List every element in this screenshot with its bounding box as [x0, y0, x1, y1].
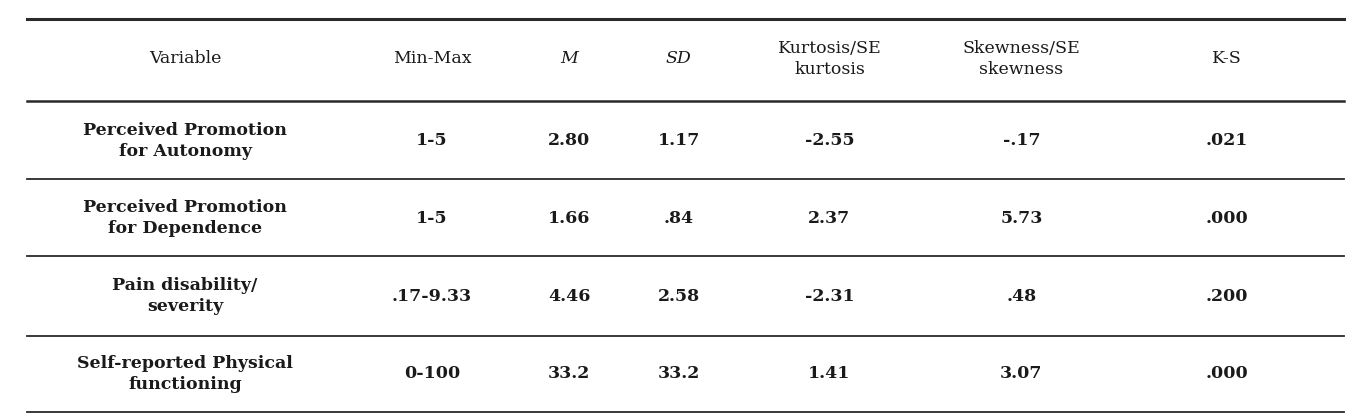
Text: Kurtosis/SE
kurtosis: Kurtosis/SE kurtosis — [777, 40, 882, 78]
Text: 33.2: 33.2 — [548, 365, 590, 382]
Text: 4.46: 4.46 — [548, 288, 590, 304]
Text: Variable: Variable — [149, 50, 221, 67]
Text: .17-9.33: .17-9.33 — [392, 288, 472, 304]
Text: K-S: K-S — [1212, 50, 1242, 67]
Text: .021: .021 — [1206, 132, 1248, 149]
Text: 1-5: 1-5 — [415, 210, 448, 227]
Text: .48: .48 — [1006, 288, 1036, 304]
Text: Perceived Promotion
for Autonomy: Perceived Promotion for Autonomy — [84, 122, 287, 160]
Text: .84: .84 — [664, 210, 694, 227]
Text: .000: .000 — [1205, 365, 1249, 382]
Text: 3.07: 3.07 — [1001, 365, 1042, 382]
Text: Self-reported Physical
functioning: Self-reported Physical functioning — [77, 355, 293, 393]
Text: Skewness/SE
skewness: Skewness/SE skewness — [962, 40, 1080, 78]
Text: M: M — [561, 50, 577, 67]
Text: 1.41: 1.41 — [809, 365, 850, 382]
Text: Perceived Promotion
for Dependence: Perceived Promotion for Dependence — [84, 200, 287, 237]
Text: -2.31: -2.31 — [805, 288, 854, 304]
Text: 2.80: 2.80 — [548, 132, 590, 149]
Text: .200: .200 — [1206, 288, 1248, 304]
Text: 1.17: 1.17 — [658, 132, 699, 149]
Text: 0-100: 0-100 — [403, 365, 461, 382]
Text: Min-Max: Min-Max — [392, 50, 472, 67]
Text: 1-5: 1-5 — [415, 132, 448, 149]
Text: 1.66: 1.66 — [548, 210, 590, 227]
Text: 2.37: 2.37 — [809, 210, 850, 227]
Text: -2.55: -2.55 — [805, 132, 854, 149]
Text: 2.58: 2.58 — [658, 288, 699, 304]
Text: Pain disability/
severity: Pain disability/ severity — [112, 277, 258, 315]
Text: SD: SD — [666, 50, 691, 67]
Text: -.17: -.17 — [1002, 132, 1041, 149]
Text: 33.2: 33.2 — [658, 365, 699, 382]
Text: 5.73: 5.73 — [1001, 210, 1042, 227]
Text: .000: .000 — [1205, 210, 1249, 227]
